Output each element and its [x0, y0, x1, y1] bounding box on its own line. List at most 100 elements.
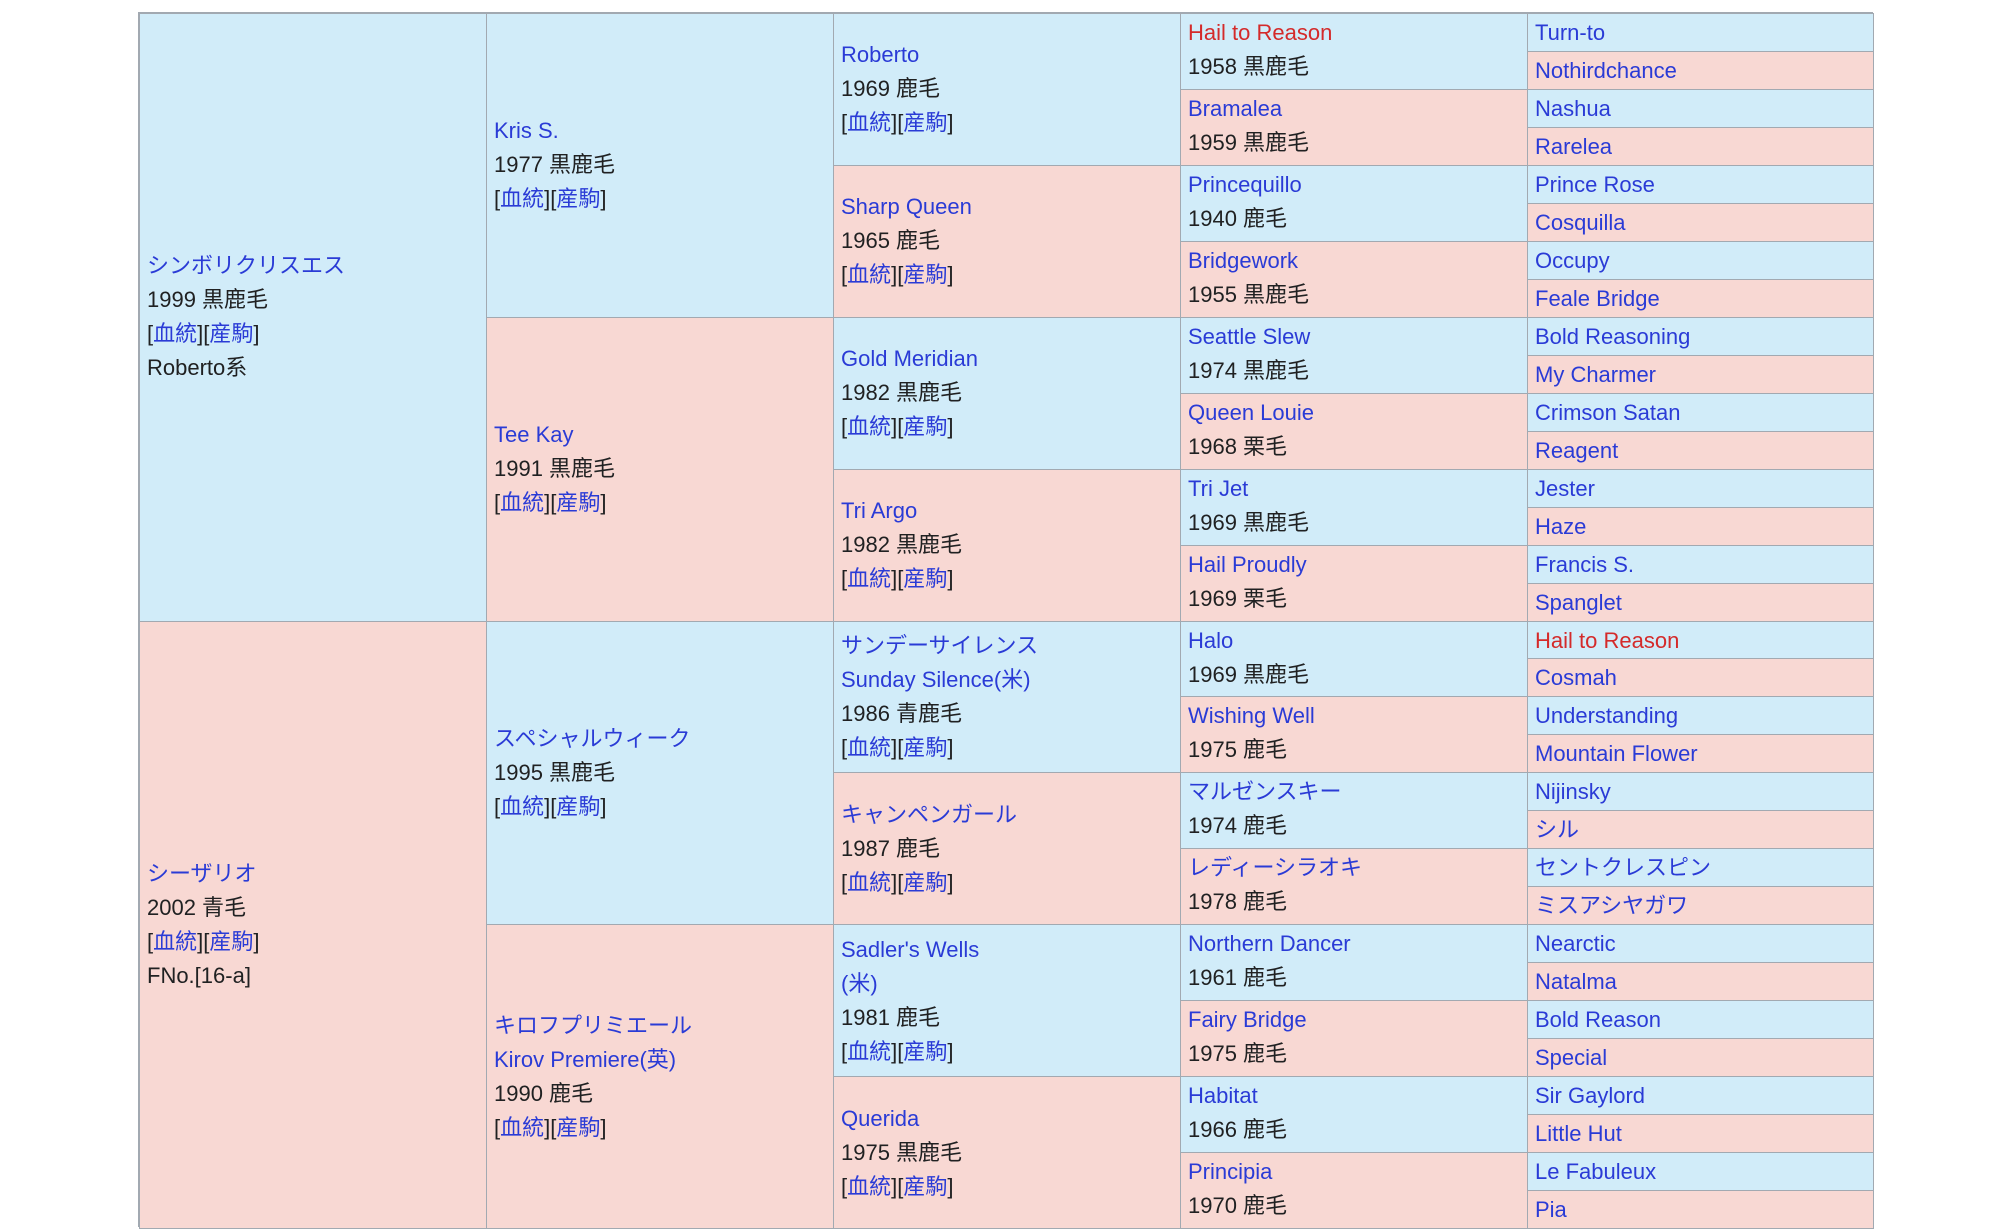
- horse-name-link[interactable]: スペシャルウィーク: [494, 725, 691, 751]
- bloodline-link[interactable]: 血統: [500, 793, 545, 819]
- horse-name-link[interactable]: Hail to Reason: [1188, 20, 1333, 45]
- offspring-link[interactable]: 産駒: [903, 734, 948, 760]
- bloodline-link[interactable]: 血統: [847, 734, 892, 760]
- horse-name-link[interactable]: セントクレスピン: [1535, 855, 1712, 881]
- horse-name-link[interactable]: シンボリクリスエス: [147, 253, 346, 279]
- horse-name-link[interactable]: Special: [1535, 1045, 1608, 1071]
- horse-name-link[interactable]: マルゼンスキー: [1188, 779, 1342, 805]
- offspring-link[interactable]: 産駒: [556, 1114, 601, 1140]
- horse-name-link[interactable]: Jester: [1535, 475, 1595, 501]
- horse-name-link[interactable]: サンデーサイレンス: [841, 632, 1039, 658]
- horse-name-link[interactable]: Northern Dancer: [1188, 931, 1351, 957]
- horse-name-link[interactable]: Crimson Satan: [1535, 399, 1681, 425]
- horse-name-link[interactable]: Understanding: [1535, 703, 1679, 729]
- horse-name-link[interactable]: キャンペンガール: [841, 801, 1018, 827]
- bloodline-link[interactable]: 血統: [847, 566, 892, 592]
- horse-name-link[interactable]: Tri Argo: [841, 498, 918, 524]
- offspring-link[interactable]: 産駒: [556, 186, 601, 212]
- horse-name-link[interactable]: Gold Meridian: [841, 346, 978, 372]
- horse-name-link[interactable]: Feale Bridge: [1535, 285, 1660, 311]
- horse-name-link[interactable]: Cosmah: [1535, 665, 1617, 691]
- gen3-horse-cell: Gold Meridian 1982 黒鹿毛 [血統][産駒]: [833, 316, 1181, 470]
- horse-name-link[interactable]: Tri Jet: [1188, 475, 1249, 501]
- bloodline-link[interactable]: 血統: [500, 1114, 545, 1140]
- offspring-link[interactable]: 産駒: [903, 414, 948, 440]
- horse-name-link[interactable]: Nijinsky: [1535, 779, 1611, 805]
- horse-name-link[interactable]: Hail Proudly: [1188, 551, 1307, 577]
- horse-name-link[interactable]: Roberto: [841, 42, 920, 68]
- bloodline-link[interactable]: 血統: [847, 110, 892, 136]
- horse-name-link[interactable]: Wishing Well: [1188, 703, 1315, 729]
- horse-name-link[interactable]: Prince Rose: [1535, 171, 1655, 197]
- horse-name-link[interactable]: Nashua: [1535, 95, 1611, 121]
- horse-name-link[interactable]: Fairy Bridge: [1188, 1007, 1307, 1033]
- horse-name-link[interactable]: Reagent: [1535, 437, 1619, 463]
- horse-name-link[interactable]: Bold Reasoning: [1535, 323, 1691, 349]
- offspring-link[interactable]: 産駒: [903, 1173, 948, 1199]
- offspring-link[interactable]: 産駒: [903, 1038, 948, 1064]
- horse-name-link[interactable]: シーザリオ: [147, 860, 257, 886]
- gen5-horse-cell: Le Fabuleux: [1527, 1152, 1874, 1192]
- horse-name-link[interactable]: Le Fabuleux: [1535, 1159, 1657, 1185]
- gen4-horse-cell: Hail Proudly 1969 栗毛: [1180, 544, 1528, 622]
- horse-name-link[interactable]: Queen Louie: [1188, 399, 1314, 425]
- bloodline-link[interactable]: 血統: [153, 928, 198, 954]
- horse-name-link[interactable]: Principia: [1188, 1159, 1273, 1185]
- horse-name-link[interactable]: レディーシラオキ: [1188, 855, 1363, 881]
- horse-name-link[interactable]: ミスアシヤガワ: [1535, 893, 1689, 919]
- bloodline-link[interactable]: 血統: [153, 321, 198, 347]
- horse-name-link[interactable]: Spanglet: [1535, 589, 1622, 615]
- gen5-horse-cell: My Charmer: [1527, 354, 1874, 394]
- offspring-link[interactable]: 産駒: [903, 869, 948, 895]
- links-line: [血統][産駒]: [494, 793, 607, 819]
- horse-name-link[interactable]: Kris S.: [494, 118, 559, 144]
- horse-name-link[interactable]: Habitat: [1188, 1083, 1258, 1109]
- offspring-link[interactable]: 産駒: [903, 566, 948, 592]
- offspring-link[interactable]: 産駒: [209, 321, 254, 347]
- offspring-link[interactable]: 産駒: [903, 110, 948, 136]
- horse-name-link[interactable]: Nothirdchance: [1535, 57, 1677, 83]
- offspring-link[interactable]: 産駒: [209, 928, 254, 954]
- horse-name-link[interactable]: Sir Gaylord: [1535, 1083, 1646, 1109]
- horse-name-link[interactable]: Haze: [1535, 513, 1587, 539]
- horse-name-link[interactable]: Hail to Reason: [1535, 627, 1680, 653]
- horse-name-link[interactable]: Natalma: [1535, 969, 1617, 995]
- horse-name-link[interactable]: Pia: [1535, 1197, 1567, 1223]
- bloodline-link[interactable]: 血統: [847, 869, 892, 895]
- horse-name-link[interactable]: Mountain Flower: [1535, 741, 1698, 767]
- horse-name-link[interactable]: キロフプリミエール: [494, 1012, 693, 1038]
- horse-name-link[interactable]: シル: [1535, 817, 1580, 843]
- horse-name-link[interactable]: Sharp Queen: [841, 194, 972, 220]
- horse-name-link[interactable]: Cosquilla: [1535, 209, 1626, 235]
- bloodline-link[interactable]: 血統: [500, 490, 545, 516]
- horse-name-link[interactable]: Nearctic: [1535, 931, 1616, 957]
- horse-name-link[interactable]: Turn-to: [1535, 20, 1606, 45]
- horse-name-link[interactable]: Princequillo: [1188, 171, 1302, 197]
- horse-name-link[interactable]: Rarelea: [1535, 133, 1613, 159]
- gen5-horse-cell: Jester: [1527, 468, 1874, 508]
- horse-name-link[interactable]: Bridgework: [1188, 247, 1299, 273]
- bloodline-link[interactable]: 血統: [500, 186, 545, 212]
- horse-name-link[interactable]: (米): [841, 970, 878, 996]
- offspring-link[interactable]: 産駒: [903, 262, 948, 288]
- horse-name-link[interactable]: Sunday Silence(米): [841, 666, 1031, 692]
- horse-name-link[interactable]: Kirov Premiere(英): [494, 1046, 677, 1072]
- offspring-link[interactable]: 産駒: [556, 793, 601, 819]
- bloodline-link[interactable]: 血統: [847, 1173, 892, 1199]
- horse-name-link[interactable]: Occupy: [1535, 247, 1610, 273]
- horse-name-link[interactable]: Bold Reason: [1535, 1007, 1661, 1033]
- horse-name-link[interactable]: My Charmer: [1535, 361, 1657, 387]
- links-line: [血統][産駒]: [841, 566, 954, 592]
- bloodline-link[interactable]: 血統: [847, 414, 892, 440]
- offspring-link[interactable]: 産駒: [556, 490, 601, 516]
- horse-name-link[interactable]: Querida: [841, 1105, 920, 1131]
- horse-name-link[interactable]: Francis S.: [1535, 551, 1635, 577]
- horse-name-link[interactable]: Bramalea: [1188, 95, 1283, 121]
- horse-name-link[interactable]: Halo: [1188, 627, 1234, 653]
- horse-name-link[interactable]: Sadler's Wells: [841, 936, 980, 962]
- horse-name-link[interactable]: Little Hut: [1535, 1121, 1622, 1147]
- bloodline-link[interactable]: 血統: [847, 262, 892, 288]
- horse-name-link[interactable]: Seattle Slew: [1188, 323, 1311, 349]
- bloodline-link[interactable]: 血統: [847, 1038, 892, 1064]
- horse-name-link[interactable]: Tee Kay: [494, 422, 574, 448]
